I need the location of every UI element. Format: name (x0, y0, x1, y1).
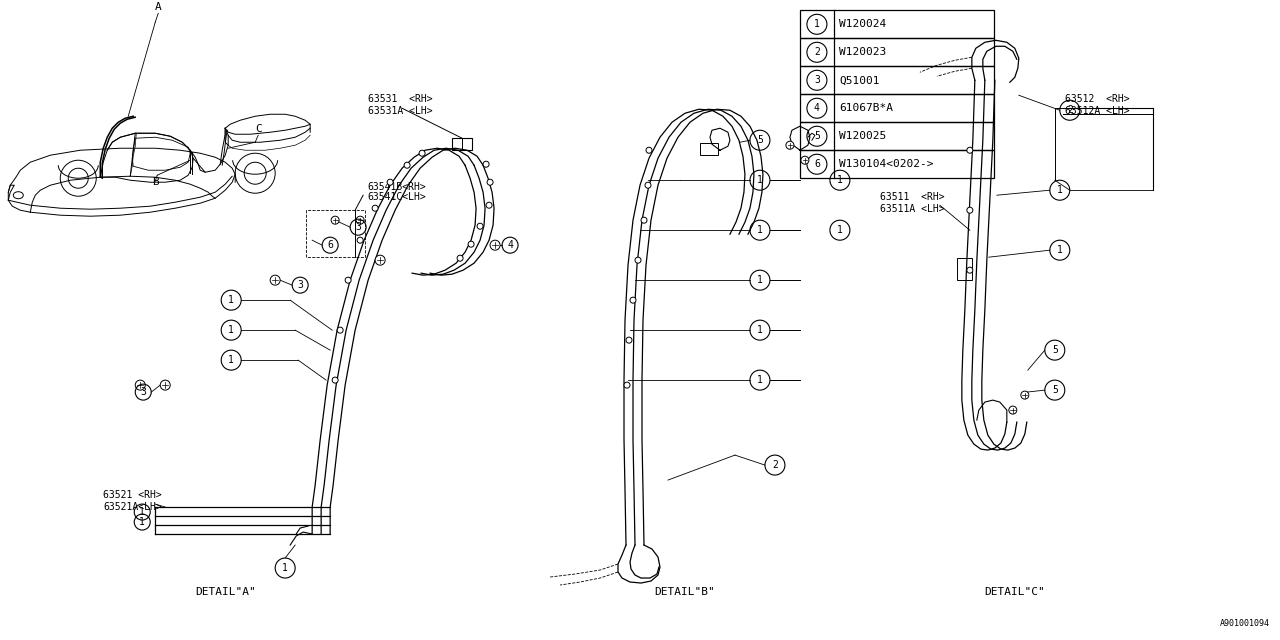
Text: 4: 4 (507, 240, 513, 250)
Circle shape (966, 267, 973, 273)
Circle shape (966, 207, 973, 213)
Text: 1: 1 (140, 507, 145, 517)
Text: 1: 1 (228, 295, 234, 305)
Bar (800, 10, 993, 38)
Circle shape (490, 240, 500, 250)
Circle shape (966, 147, 973, 153)
Text: 2: 2 (1066, 105, 1073, 115)
Circle shape (356, 216, 364, 224)
Circle shape (346, 277, 351, 283)
Text: 63521 <RH>: 63521 <RH> (104, 490, 163, 500)
Text: W120023: W120023 (838, 47, 886, 57)
Text: 63511A <LH>: 63511A <LH> (879, 204, 945, 214)
Text: 1: 1 (1057, 245, 1062, 255)
Text: 6: 6 (814, 159, 820, 169)
Circle shape (626, 337, 632, 343)
Text: 63531A <LH>: 63531A <LH> (369, 106, 433, 116)
Text: DETAIL"B": DETAIL"B" (654, 587, 716, 597)
Text: 1: 1 (756, 275, 763, 285)
Text: 5: 5 (1052, 385, 1057, 395)
Text: 1: 1 (756, 375, 763, 385)
Text: 1: 1 (837, 225, 842, 235)
Text: 1: 1 (228, 325, 234, 335)
Text: Q51001: Q51001 (838, 76, 879, 85)
Circle shape (645, 182, 652, 188)
Text: C: C (255, 124, 261, 134)
Text: DETAIL"A": DETAIL"A" (195, 587, 256, 597)
Text: W130104<0202->: W130104<0202-> (838, 159, 933, 169)
Circle shape (801, 156, 809, 164)
Text: 3: 3 (355, 222, 361, 232)
Text: 3: 3 (141, 387, 146, 397)
Text: 63541C<LH>: 63541C<LH> (367, 192, 426, 202)
Text: DETAIL"C": DETAIL"C" (984, 587, 1046, 597)
Text: 1: 1 (1057, 185, 1062, 195)
Circle shape (387, 179, 393, 185)
Bar (800, 67, 993, 94)
Circle shape (468, 241, 474, 247)
Circle shape (1021, 391, 1029, 399)
Text: 1: 1 (756, 225, 763, 235)
Text: 5: 5 (1052, 345, 1057, 355)
Circle shape (488, 179, 493, 185)
Circle shape (357, 237, 364, 243)
Text: A901001094: A901001094 (1220, 619, 1270, 628)
Circle shape (404, 162, 410, 168)
Bar (800, 122, 993, 150)
Bar (957, 258, 972, 280)
Circle shape (332, 216, 339, 224)
Bar (452, 138, 472, 150)
Text: 2: 2 (772, 460, 778, 470)
Text: 1: 1 (228, 355, 234, 365)
Text: 63521A<LH>: 63521A<LH> (104, 502, 163, 512)
Text: A: A (155, 3, 161, 12)
Circle shape (332, 377, 338, 383)
Text: 6: 6 (328, 240, 333, 250)
Text: 61067B*A: 61067B*A (838, 103, 893, 113)
Bar (800, 38, 993, 67)
Circle shape (635, 257, 641, 263)
Text: 1: 1 (282, 563, 288, 573)
Text: 3: 3 (297, 280, 303, 290)
Circle shape (486, 202, 492, 208)
Circle shape (630, 297, 636, 303)
Circle shape (457, 255, 463, 261)
Text: 5: 5 (814, 131, 820, 141)
Circle shape (477, 223, 483, 229)
Circle shape (372, 205, 378, 211)
Text: 63511  <RH>: 63511 <RH> (879, 192, 945, 202)
Text: 3: 3 (814, 76, 820, 85)
Text: 1: 1 (140, 517, 145, 527)
Circle shape (337, 327, 343, 333)
Circle shape (786, 141, 794, 149)
Text: 63531  <RH>: 63531 <RH> (369, 94, 433, 104)
Circle shape (160, 380, 170, 390)
Bar (700, 143, 718, 156)
Circle shape (375, 255, 385, 265)
Text: W120024: W120024 (838, 19, 886, 29)
Circle shape (625, 382, 630, 388)
Circle shape (1009, 406, 1016, 414)
Text: 1: 1 (756, 325, 763, 335)
Text: 1: 1 (814, 19, 820, 29)
Circle shape (646, 147, 652, 153)
Circle shape (641, 217, 646, 223)
Circle shape (483, 161, 489, 167)
Bar (800, 94, 993, 122)
Circle shape (270, 275, 280, 285)
Text: W120025: W120025 (838, 131, 886, 141)
Text: 63541B<RH>: 63541B<RH> (367, 182, 426, 192)
Text: 1: 1 (837, 175, 842, 185)
Text: 63512  <RH>: 63512 <RH> (1065, 94, 1129, 104)
Circle shape (419, 150, 425, 156)
Bar (800, 150, 993, 178)
Text: 1: 1 (756, 175, 763, 185)
Text: 2: 2 (814, 47, 820, 57)
Text: B: B (152, 177, 159, 188)
Circle shape (136, 380, 145, 390)
Text: 63512A <LH>: 63512A <LH> (1065, 106, 1129, 116)
Text: 4: 4 (814, 103, 820, 113)
Text: 5: 5 (756, 135, 763, 145)
